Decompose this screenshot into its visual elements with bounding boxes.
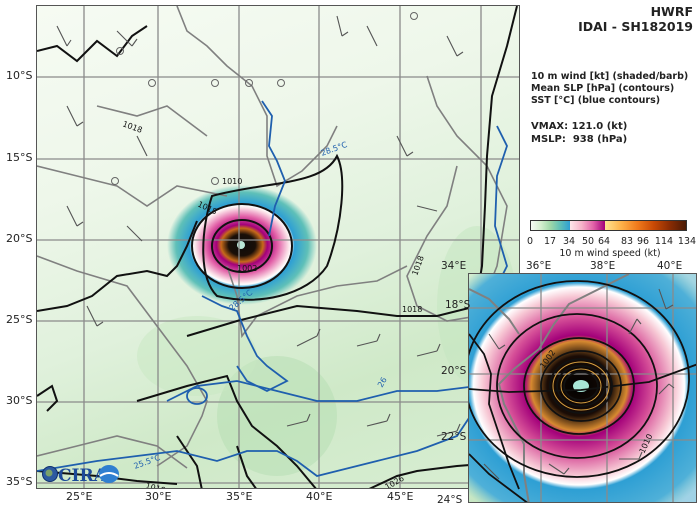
- svg-text:1018: 1018: [410, 254, 425, 276]
- slp-contours: [37, 6, 519, 488]
- x-tick-35e: 35°E: [226, 490, 253, 503]
- svg-text:28.5°C: 28.5°C: [320, 140, 349, 158]
- y-tick-20s: 20°S: [6, 232, 33, 245]
- storm-stats: VMAX: 121.0 (kt) MSLP: 938 (hPa): [531, 120, 627, 146]
- y-tick-35s: 35°S: [6, 475, 33, 488]
- wind-barbs: [56, 15, 464, 437]
- inset-map-graphics: 1002 1010: [469, 274, 696, 502]
- field-legend: 10 m wind [kt] (shaded/barb) Mean SLP [h…: [531, 71, 688, 107]
- x-tick-25e: 25°E: [66, 490, 93, 503]
- inset-slp-contours: [469, 280, 696, 502]
- colorbar-ticks: 0 17 34 50 64 83 96 114 134: [526, 236, 697, 247]
- colorbar-high-segment: [604, 221, 686, 230]
- main-map-graphics: 1010 1018 1018 1018 1018 1018 1026 1002 …: [37, 6, 519, 489]
- wind-colorbar: [530, 220, 687, 231]
- cira-logo: CIRA: [42, 462, 120, 486]
- svg-text:CIRA: CIRA: [58, 466, 108, 486]
- svg-text:1002: 1002: [237, 264, 257, 273]
- inset-wind-barbs: [483, 288, 675, 480]
- inset-x-tick-36e: 36°E: [526, 260, 552, 272]
- inset-map: 1002 1010: [468, 273, 697, 503]
- main-map: 1010 1018 1018 1018 1018 1018 1026 1002 …: [36, 5, 520, 489]
- svg-text:1018: 1018: [121, 119, 143, 134]
- legend-slp: Mean SLP [hPa] (contours): [531, 83, 675, 94]
- calm-wind-markers: [111, 12, 418, 185]
- inset-intense-wind-contours: [552, 361, 610, 411]
- sst-contours: [37, 100, 519, 477]
- colorbar-low-segment: [531, 221, 570, 230]
- inset-y-tick-22s: 22°S: [441, 431, 467, 443]
- svg-text:1018: 1018: [144, 481, 166, 489]
- inset-y-tick-20s: 20°S: [441, 365, 467, 377]
- svg-text:26: 26: [376, 376, 389, 389]
- y-tick-15s: 15°S: [6, 151, 33, 164]
- inset-x-tick-34e: 34°E: [441, 260, 467, 272]
- storm-id: IDAI - SH182019: [578, 19, 693, 34]
- model-name: HWRF: [650, 4, 693, 19]
- x-tick-45e: 45°E: [387, 490, 414, 503]
- vmax-value: VMAX: 121.0 (kt): [531, 121, 628, 132]
- y-tick-25s: 25°S: [6, 313, 33, 326]
- inset-x-tick-38e: 38°E: [590, 260, 616, 272]
- x-tick-30e: 30°E: [145, 490, 172, 503]
- model-header: HWRF IDAI - SH182019: [578, 4, 693, 34]
- mslp-value: MSLP: 938 (hPa): [531, 134, 628, 145]
- inset-y-tick-24s: 24°S: [437, 494, 463, 506]
- colorbar-mid-segment: [569, 221, 605, 230]
- cira-logo-icon: CIRA: [42, 465, 119, 486]
- colorbar-title: 10 m wind speed (kt): [559, 248, 661, 259]
- inset-y-tick-18s: 18°S: [445, 299, 471, 311]
- x-tick-40e: 40°E: [306, 490, 333, 503]
- legend-wind: 10 m wind [kt] (shaded/barb): [531, 71, 689, 82]
- y-tick-30s: 30°S: [6, 394, 33, 407]
- y-tick-10s: 10°S: [6, 69, 33, 82]
- svg-text:1010: 1010: [222, 177, 242, 186]
- map-gridlines: [37, 6, 519, 488]
- legend-sst: SST [°C] (blue contours): [531, 95, 661, 106]
- inset-x-tick-40e: 40°E: [657, 260, 683, 272]
- coastlines: [37, 6, 508, 469]
- svg-text:1018: 1018: [402, 305, 422, 314]
